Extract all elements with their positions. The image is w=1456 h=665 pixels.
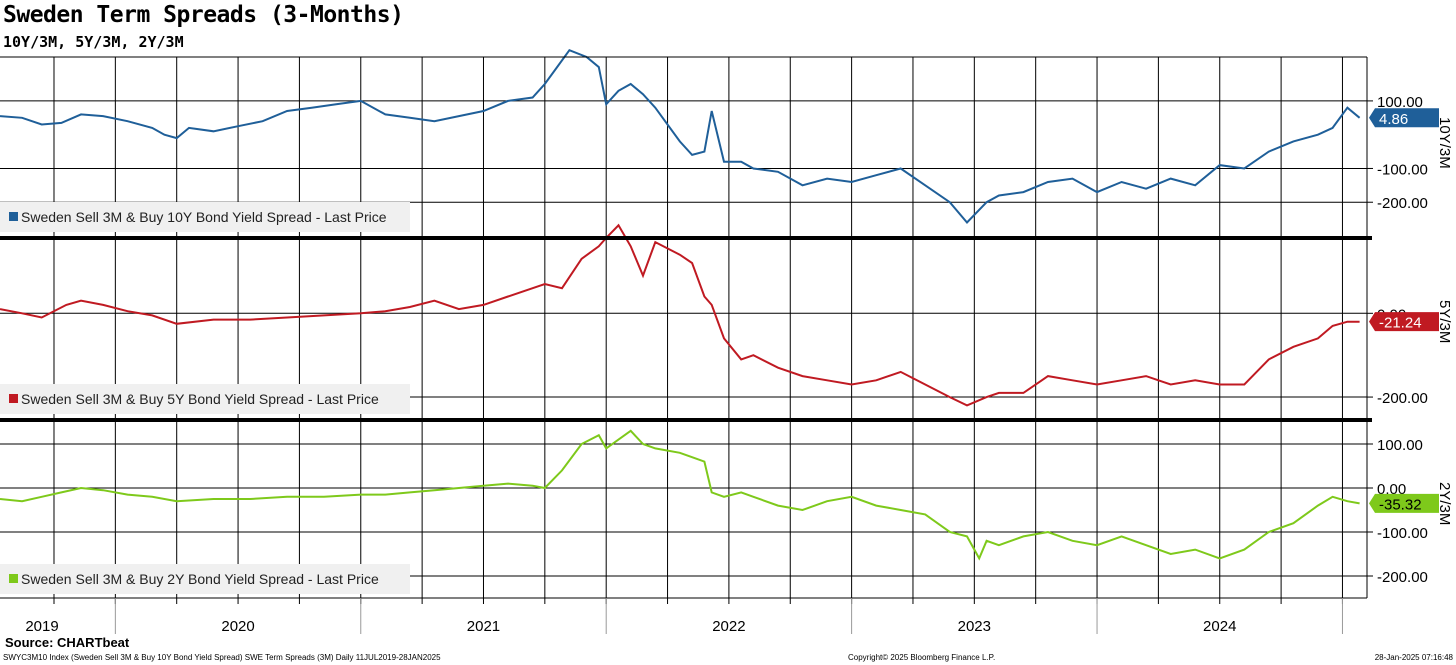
y-tick-label: 0.00	[1377, 481, 1406, 498]
series-line-10Y-3M	[0, 48, 1361, 224]
legend-box	[0, 384, 410, 414]
x-tick-label: 2019	[25, 618, 58, 635]
source-note: Source: CHARTbeat	[5, 635, 130, 650]
y-tick-label: -100.00	[1377, 161, 1428, 178]
copyright-note: Copyright© 2025 Bloomberg Finance L.P.	[848, 653, 996, 662]
legend-label: Sweden Sell 3M & Buy 2Y Bond Yield Sprea…	[21, 571, 379, 587]
x-tick-label: 2023	[958, 618, 991, 635]
chart-subtitle: 10Y/3M, 5Y/3M, 2Y/3M	[3, 33, 184, 51]
y-tick-label: -200.00	[1377, 390, 1428, 407]
y-tick-label: -100.00	[1377, 525, 1428, 542]
legend-swatch	[9, 394, 18, 403]
last-value-tag	[1369, 312, 1439, 332]
series-line-5Y-3M	[0, 223, 1360, 407]
axis-title: 5Y/3M	[1436, 300, 1453, 343]
legend-box	[0, 564, 410, 594]
legend-label: Sweden Sell 3M & Buy 10Y Bond Yield Spre…	[21, 209, 387, 225]
x-tick-label: 2020	[221, 618, 254, 635]
series-line-2Y-3M	[0, 429, 1360, 561]
legend-label: Sweden Sell 3M & Buy 5Y Bond Yield Sprea…	[21, 391, 379, 407]
legend-swatch	[9, 574, 18, 583]
x-tick-label: 2022	[712, 618, 745, 635]
axis-title: 10Y/3M	[1436, 117, 1453, 169]
last-value-label: 4.86	[1379, 111, 1408, 128]
x-tick-label: 2021	[467, 618, 500, 635]
y-tick-label: 100.00	[1377, 437, 1423, 454]
timestamp: 28-Jan-2025 07:16:48	[1374, 653, 1453, 662]
last-value-tag	[1369, 493, 1439, 513]
x-tick-label: 2024	[1203, 618, 1236, 635]
legend-box	[0, 202, 410, 232]
last-value-label: -35.32	[1379, 496, 1422, 513]
y-tick-label: -200.00	[1377, 569, 1428, 586]
last-value-tag	[1369, 108, 1439, 128]
index-description: SWYC3M10 Index (Sweden Sell 3M & Buy 10Y…	[3, 653, 441, 662]
legend-swatch	[9, 212, 18, 221]
y-tick-label: 100.00	[1377, 94, 1423, 111]
axis-title: 2Y/3M	[1436, 482, 1453, 525]
y-tick-label: -200.00	[1377, 195, 1428, 212]
chart-title: Sweden Term Spreads (3-Months)	[3, 2, 404, 28]
last-value-label: -21.24	[1379, 315, 1422, 332]
